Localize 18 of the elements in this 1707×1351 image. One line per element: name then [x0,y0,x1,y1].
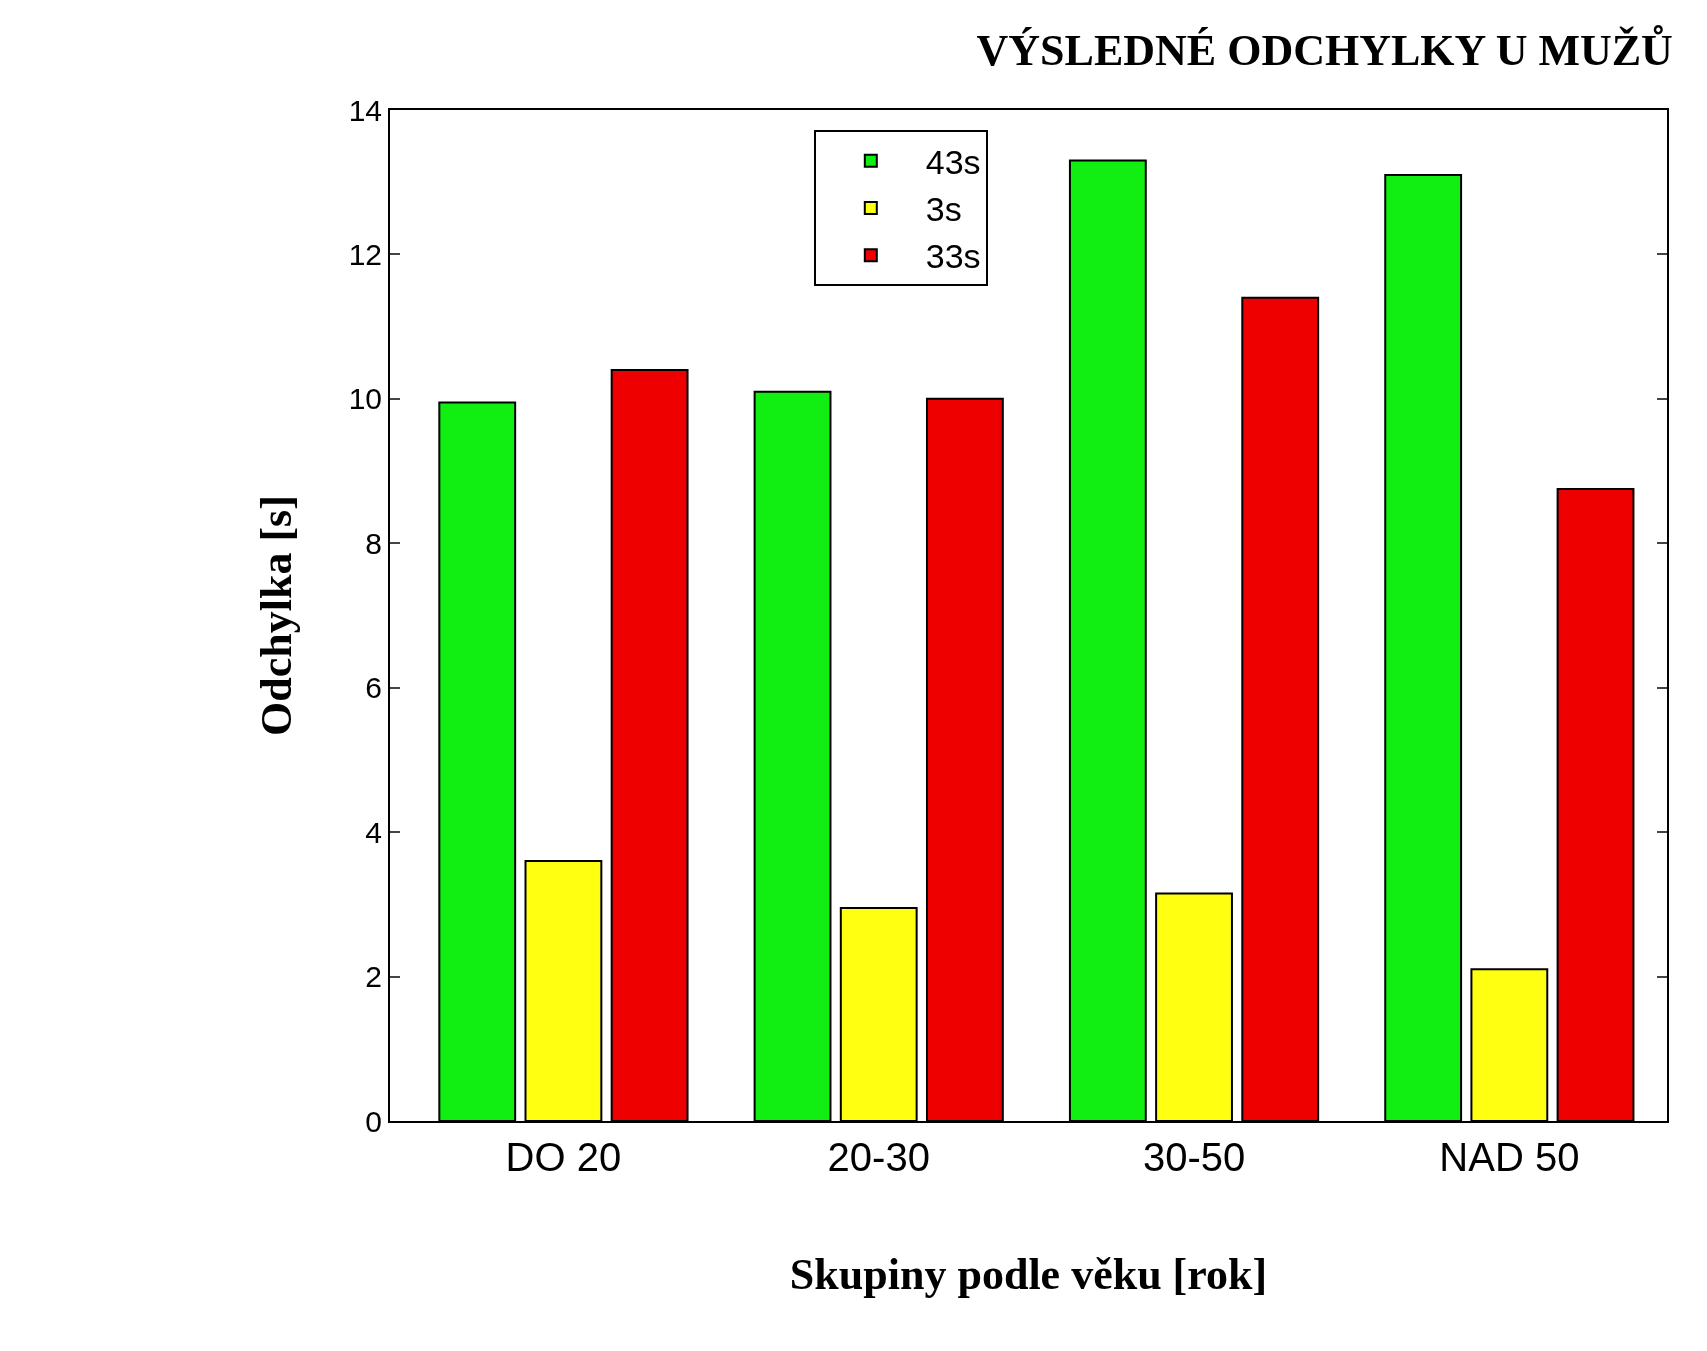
legend-label: 43s [925,143,981,182]
x-tick-label: NAD 50 [1439,1135,1580,1179]
legend-label: 3s [925,190,962,229]
chart-title: VÝSLEDNÉ ODCHYLKY U MUŽŮ [976,24,1673,75]
y-axis-title: Odchylka [s] [252,495,301,736]
y-tick-label: 8 [365,526,382,560]
x-tick-label: 20-30 [827,1135,930,1179]
y-tick-label: 0 [365,1104,382,1138]
x-tick-label: DO 20 [505,1135,622,1179]
y-tick-label: 10 [348,382,382,416]
x-tick-label: 30-50 [1142,1135,1246,1179]
y-tick-label: 14 [348,93,382,127]
y-tick-label: 12 [348,237,382,271]
legend-label: 33s [925,237,981,276]
x-axis-title: Skupiny podle věku [rok] [789,1249,1268,1299]
y-tick-label: 4 [365,815,382,849]
y-tick-label: 6 [365,671,382,705]
y-tick-label: 2 [365,960,382,994]
